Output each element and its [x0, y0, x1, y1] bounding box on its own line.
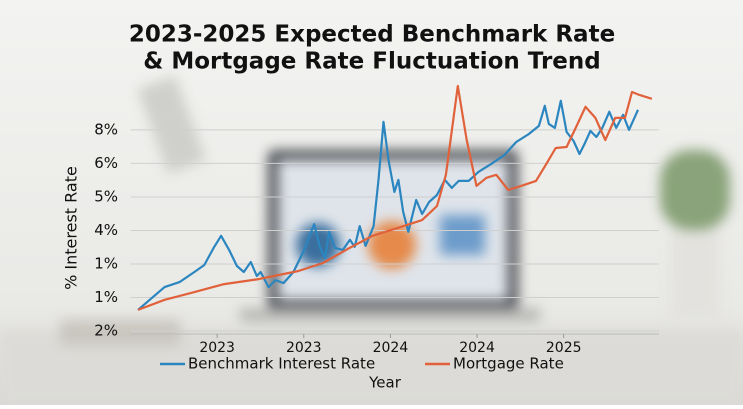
- y-tick-label: 4%: [94, 221, 118, 239]
- legend-label: Mortgage Rate: [453, 355, 564, 373]
- x-axis-label: Year: [368, 374, 402, 392]
- y-tick-label: 6%: [94, 154, 118, 172]
- x-tick-label: 2024: [459, 340, 495, 356]
- y-tick-label: 5%: [94, 187, 118, 205]
- x-tick-label: 2023: [286, 340, 322, 356]
- series-line: [137, 84, 653, 311]
- x-tick-label: 2024: [373, 340, 409, 356]
- chart-title: 2023-2025 Expected Benchmark Rate: [129, 22, 615, 48]
- y-tick-label: 2%: [94, 322, 118, 340]
- y-tick-label: 8%: [94, 120, 118, 138]
- y-tick-label: 1%: [94, 254, 118, 272]
- y-axis-label: % Interest Rate: [62, 166, 81, 290]
- y-tick-label: 1%: [94, 288, 118, 306]
- x-tick-label: 2025: [546, 340, 582, 356]
- series-line: [137, 99, 640, 311]
- x-tick-label: 2023: [199, 340, 235, 356]
- legend-label: Benchmark Interest Rate: [188, 355, 375, 373]
- chart-subtitle: & Mortgage Rate Fluctuation Trend: [143, 49, 600, 75]
